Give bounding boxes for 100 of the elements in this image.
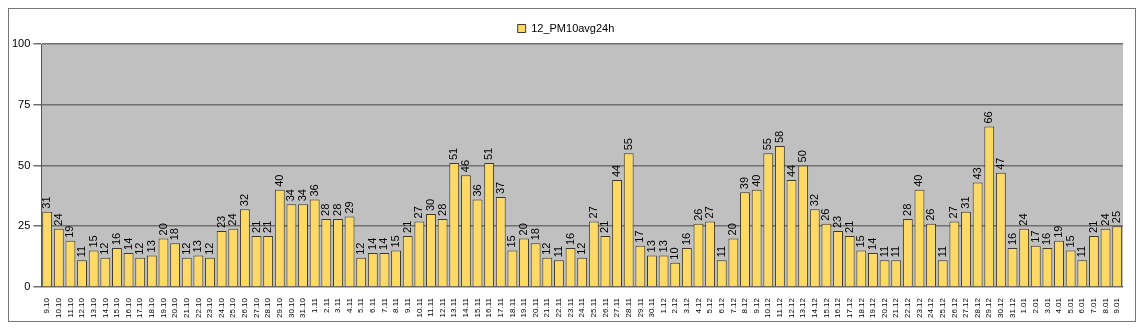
x-tick-label: 3.01 [1042, 297, 1052, 314]
x-tick-label: 29.10 [274, 297, 284, 319]
data-label: 11 [714, 245, 727, 258]
data-label: 13 [191, 240, 204, 253]
x-tick-label: 9.10 [42, 297, 52, 314]
data-label: 40 [912, 174, 925, 187]
data-label: 21 [249, 220, 262, 233]
data-label: 27 [586, 206, 599, 219]
x-tick-label: 11.11 [426, 297, 436, 317]
data-label: 23 [831, 215, 844, 229]
x-tick-label: 11.10 [65, 297, 75, 318]
data-label: 31 [959, 196, 972, 209]
data-label: 21 [261, 220, 274, 233]
x-tick-label: 11.12 [775, 297, 785, 318]
data-label: 27 [703, 206, 716, 219]
data-label: 11 [889, 245, 902, 258]
data-label: 46 [458, 159, 471, 173]
legend-label: 12_PM10avg24h [531, 21, 615, 34]
x-tick-label: 19.12 [868, 297, 878, 319]
data-label: 16 [679, 232, 692, 246]
x-tick-label: 21.12 [891, 297, 901, 319]
data-label: 16 [1005, 232, 1018, 246]
y-tick-label: 50 [18, 158, 31, 171]
x-tick-label: 18.10 [147, 297, 157, 319]
x-tick-label: 29.12 [984, 297, 994, 319]
x-tick-label: 2.12 [670, 297, 680, 314]
x-tick-label: 12.11 [437, 297, 447, 318]
data-label: 51 [482, 147, 495, 161]
data-label: 15 [854, 235, 867, 248]
x-tick-label: 1.01 [1019, 297, 1029, 314]
x-tick-label: 10.12 [763, 297, 773, 319]
x-tick-label: 25.11 [589, 297, 599, 318]
data-label: 66 [982, 111, 995, 124]
data-label: 34 [296, 189, 309, 202]
x-tick-label: 13.12 [798, 297, 808, 319]
x-tick-label: 12.10 [77, 297, 87, 319]
x-tick-label: 22.10 [193, 297, 203, 319]
data-label: 28 [900, 203, 913, 216]
x-tick-label: 26.12 [949, 297, 959, 319]
x-tick-label: 15.12 [821, 297, 831, 319]
x-tick-label: 19.10 [158, 297, 168, 319]
data-label: 20 [156, 223, 169, 236]
data-label: 51 [447, 147, 460, 161]
x-tick-label: 23.12 [914, 297, 924, 319]
data-label: 14 [377, 237, 390, 250]
x-tick-label: 1.11 [309, 297, 319, 313]
x-tick-label: 14.11 [461, 297, 471, 318]
x-tick-label: 9.01 [1112, 297, 1122, 314]
data-label: 20 [517, 223, 530, 236]
data-label: 36 [307, 184, 320, 197]
x-tick-label: 9.11 [402, 297, 412, 313]
x-tick-label: 10.11 [414, 297, 424, 318]
x-tick-label: 24.12 [926, 297, 936, 319]
data-label: 16 [1040, 232, 1053, 246]
x-tick-label: 25.10 [228, 297, 238, 319]
x-tick-label: 27.12 [961, 297, 971, 319]
x-tick-label: 10.10 [54, 297, 63, 319]
x-tick-label: 6.01 [1077, 297, 1087, 314]
data-label: 16 [563, 232, 576, 246]
data-label: 25 [1110, 210, 1123, 224]
x-tick-label: 13.11 [449, 297, 459, 318]
x-tick-label: 26.11 [600, 297, 610, 318]
data-label: 47 [993, 157, 1006, 170]
x-tick-label: 8.01 [1100, 297, 1110, 314]
x-tick-label: 8.11 [391, 297, 401, 313]
data-label: 40 [272, 174, 285, 187]
data-label: 11 [75, 245, 88, 258]
data-label: 12 [133, 242, 146, 255]
x-tick-label: 17.10 [135, 297, 145, 319]
data-label: 43 [970, 167, 983, 180]
x-tick-label: 27.11 [612, 297, 622, 318]
x-tick-label: 20.10 [170, 297, 180, 319]
data-label: 26 [819, 208, 832, 221]
data-label: 23 [214, 215, 227, 229]
data-label: 16 [109, 232, 122, 246]
x-tick-label: 22.12 [903, 297, 913, 319]
data-label: 26 [691, 208, 704, 221]
x-tick-label: 20.11 [530, 297, 540, 318]
data-label: 12 [179, 242, 192, 255]
data-label: 44 [610, 164, 623, 178]
y-tick-label: 0 [24, 280, 31, 293]
data-label: 36 [470, 184, 483, 197]
data-label: 26 [924, 208, 937, 221]
data-label: 28 [330, 203, 343, 216]
data-label: 21 [842, 220, 855, 233]
x-tick-label: 4.11 [344, 297, 354, 313]
data-label: 30 [424, 198, 437, 212]
x-tick-label: 1.12 [658, 297, 668, 314]
x-tick-label: 31.12 [1007, 297, 1017, 319]
x-tick-label: 30.11 [647, 297, 657, 318]
data-label: 11 [877, 245, 890, 258]
data-label: 11 [1075, 245, 1088, 258]
data-label: 32 [237, 193, 250, 207]
data-label: 15 [505, 235, 518, 248]
x-tick-label: 30.10 [286, 297, 296, 319]
x-tick-label: 7.11 [379, 297, 389, 313]
x-tick-label: 27.10 [251, 297, 261, 319]
y-tick-label: 100 [11, 37, 31, 50]
data-label: 13 [144, 240, 157, 253]
x-tick-label: 21.10 [181, 297, 191, 319]
